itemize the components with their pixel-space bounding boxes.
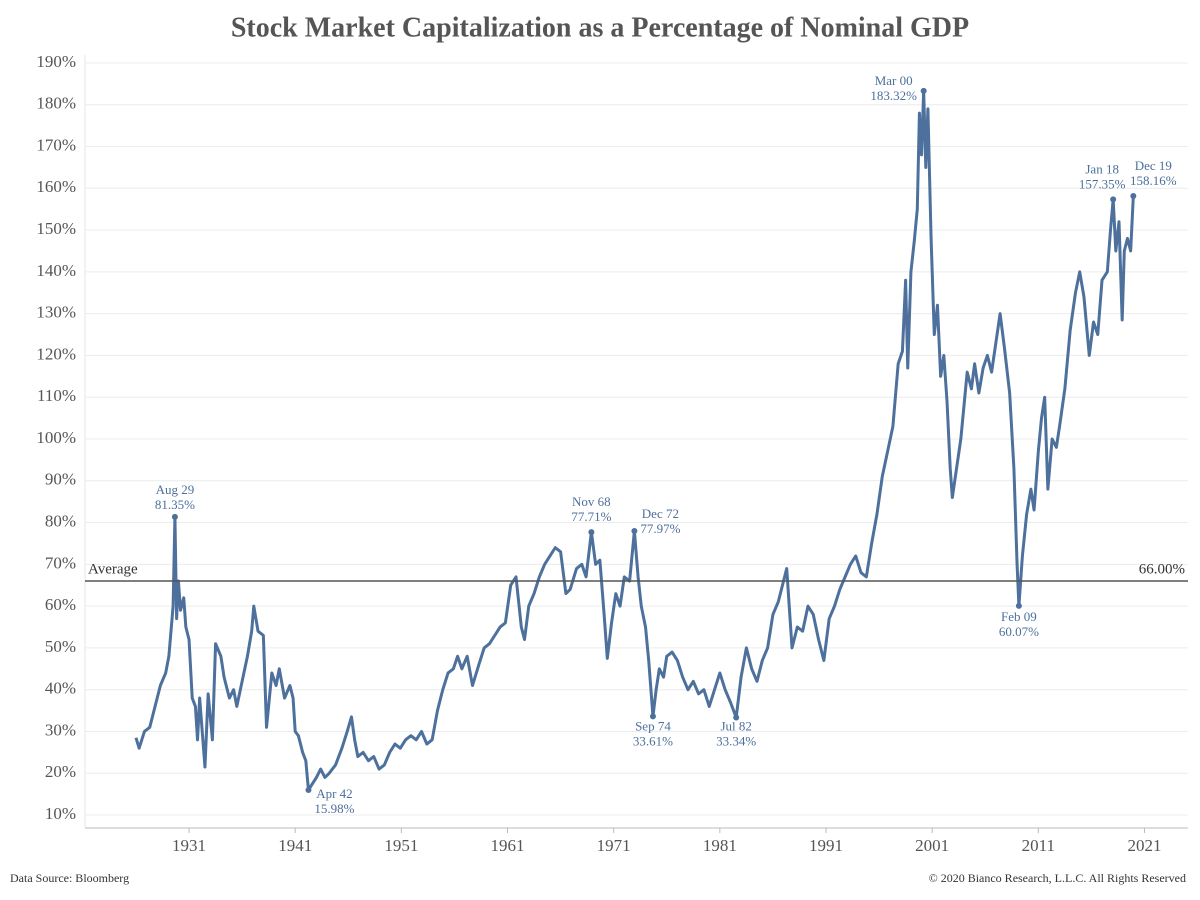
average-value-label: 66.00%: [1139, 561, 1185, 577]
data-line: [134, 89, 1135, 792]
y-tick-label: 180%: [36, 94, 76, 113]
x-tick-label: 2021: [1127, 836, 1161, 855]
y-tick-label: 70%: [45, 553, 76, 572]
y-tick-label: 190%: [36, 52, 76, 71]
annotation-value: 157.35%: [1079, 176, 1126, 191]
annotation-dot: [1130, 192, 1137, 199]
x-tick-label: 1981: [703, 836, 737, 855]
annotation-date: Dec 19: [1135, 158, 1172, 173]
chart-title: Stock Market Capitalization as a Percent…: [231, 12, 969, 43]
annotation-date: Jul 82: [720, 719, 751, 734]
y-tick-label: 40%: [45, 679, 76, 698]
x-tick-label: 1951: [384, 836, 418, 855]
annotation-value: 60.07%: [999, 624, 1039, 639]
annotation-date: Sep 74: [635, 718, 671, 733]
y-tick-label: 80%: [45, 511, 76, 530]
annotation-date: Mar 00: [875, 73, 913, 88]
average-label: Average: [88, 561, 138, 577]
annotation-dot: [588, 529, 595, 536]
y-tick-label: 60%: [45, 595, 76, 614]
y-tick-label: 130%: [36, 303, 76, 322]
annotation-date: Apr 42: [316, 786, 352, 801]
annotation-date: Nov 68: [572, 494, 611, 509]
annotation-value: 33.61%: [633, 733, 673, 748]
y-tick-label: 30%: [45, 720, 76, 739]
y-tick-label: 100%: [36, 428, 76, 447]
copyright: © 2020 Bianco Research, L.L.C. All Right…: [929, 871, 1186, 885]
annotation-value: 183.32%: [870, 88, 917, 103]
annotation-dot: [649, 713, 656, 720]
x-tick-label: 1991: [809, 836, 843, 855]
annotation-dot: [733, 714, 740, 721]
x-tick-label: 1971: [597, 836, 631, 855]
annotation-date: Dec 72: [642, 506, 679, 521]
y-tick-label: 10%: [45, 804, 76, 823]
y-tick-label: 140%: [36, 261, 76, 280]
annotation-dot: [171, 513, 178, 520]
x-tick-label: 2011: [1022, 836, 1055, 855]
annotation-value: 77.71%: [571, 509, 611, 524]
annotation-date: Feb 09: [1001, 609, 1037, 624]
annotation-value: 33.34%: [716, 734, 756, 749]
x-tick-label: 1931: [172, 836, 206, 855]
y-tick-label: 120%: [36, 344, 76, 363]
annotation-dot: [305, 787, 312, 794]
annotation-value: 77.97%: [640, 521, 680, 536]
y-tick-label: 110%: [37, 386, 76, 405]
annotation-dot: [631, 528, 638, 535]
x-tick-label: 1941: [278, 836, 312, 855]
y-tick-label: 50%: [45, 637, 76, 656]
annotation-value: 81.35%: [155, 497, 195, 512]
y-tick-label: 90%: [45, 470, 76, 489]
annotation-value: 158.16%: [1130, 173, 1177, 188]
y-tick-label: 170%: [36, 135, 76, 154]
annotation-dot: [1015, 602, 1022, 609]
annotation-value: 15.98%: [314, 801, 354, 816]
annotation-date: Jan 18: [1085, 161, 1119, 176]
annotation-dot: [1110, 196, 1117, 203]
annotation-dot: [920, 87, 927, 94]
source: Data Source: Bloomberg: [10, 871, 129, 885]
x-tick-label: 1961: [491, 836, 525, 855]
y-tick-label: 160%: [36, 177, 76, 196]
x-tick-label: 2001: [915, 836, 949, 855]
y-tick-label: 20%: [45, 762, 76, 781]
y-tick-label: 150%: [36, 219, 76, 238]
annotation-date: Aug 29: [156, 482, 195, 497]
